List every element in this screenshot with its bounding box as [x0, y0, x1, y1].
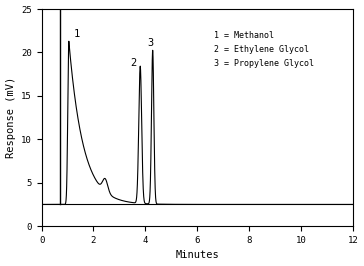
Text: 1 = Methanol
2 = Ethylene Glycol
3 = Propylene Glycol: 1 = Methanol 2 = Ethylene Glycol 3 = Pro… [214, 31, 314, 68]
Text: 2: 2 [131, 58, 137, 68]
Text: 3: 3 [147, 38, 153, 48]
Y-axis label: Response (mV): Response (mV) [5, 77, 16, 158]
X-axis label: Minutes: Minutes [175, 251, 219, 260]
Text: 1: 1 [74, 30, 80, 39]
